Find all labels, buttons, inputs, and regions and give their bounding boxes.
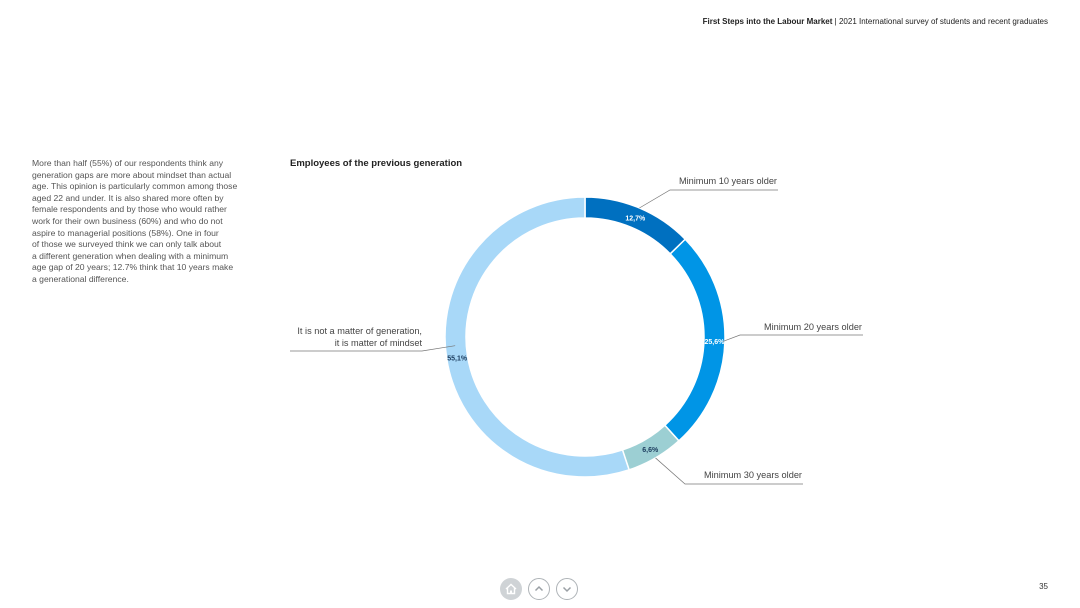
slice-value-label-2: 6,6% (642, 447, 659, 454)
body-paragraph: More than half (55%) of our respondents … (32, 158, 238, 284)
leader-line-0 (639, 189, 778, 209)
navigation-controls (500, 578, 578, 600)
home-button[interactable] (500, 578, 522, 600)
category-label-2: Minimum 30 years older (704, 470, 802, 480)
previous-page-button[interactable] (528, 578, 550, 600)
leader-line-3 (290, 345, 456, 352)
leader-line-2 (655, 457, 803, 485)
donut-slice-3 (444, 196, 631, 478)
document-title: First Steps into the Labour Market (702, 17, 833, 26)
home-icon (505, 583, 517, 595)
chevron-down-icon (562, 586, 572, 593)
next-page-button[interactable] (556, 578, 578, 600)
category-label-0: Minimum 10 years older (679, 176, 777, 186)
page-number: 35 (1039, 582, 1048, 591)
donut-slice-0 (584, 196, 687, 255)
document-subtitle: 2021 International survey of students an… (838, 17, 1048, 26)
slice-value-label-1: 25,6% (705, 339, 726, 346)
header-separator: | (834, 17, 837, 26)
category-label-3-line-1: It is not a matter of generation, (297, 326, 422, 336)
slice-value-label-0: 12,7% (625, 216, 646, 223)
category-label-1: Minimum 20 years older (764, 322, 862, 332)
leader-line-1 (722, 334, 863, 342)
document-header: First Steps into the Labour Market | 202… (703, 17, 1048, 26)
category-label-3-line-2: it is matter of mindset (335, 338, 423, 348)
slice-value-label-3: 55,1% (447, 356, 468, 363)
chart-title: Employees of the previous generation (290, 158, 463, 169)
chevron-up-icon (534, 585, 544, 592)
